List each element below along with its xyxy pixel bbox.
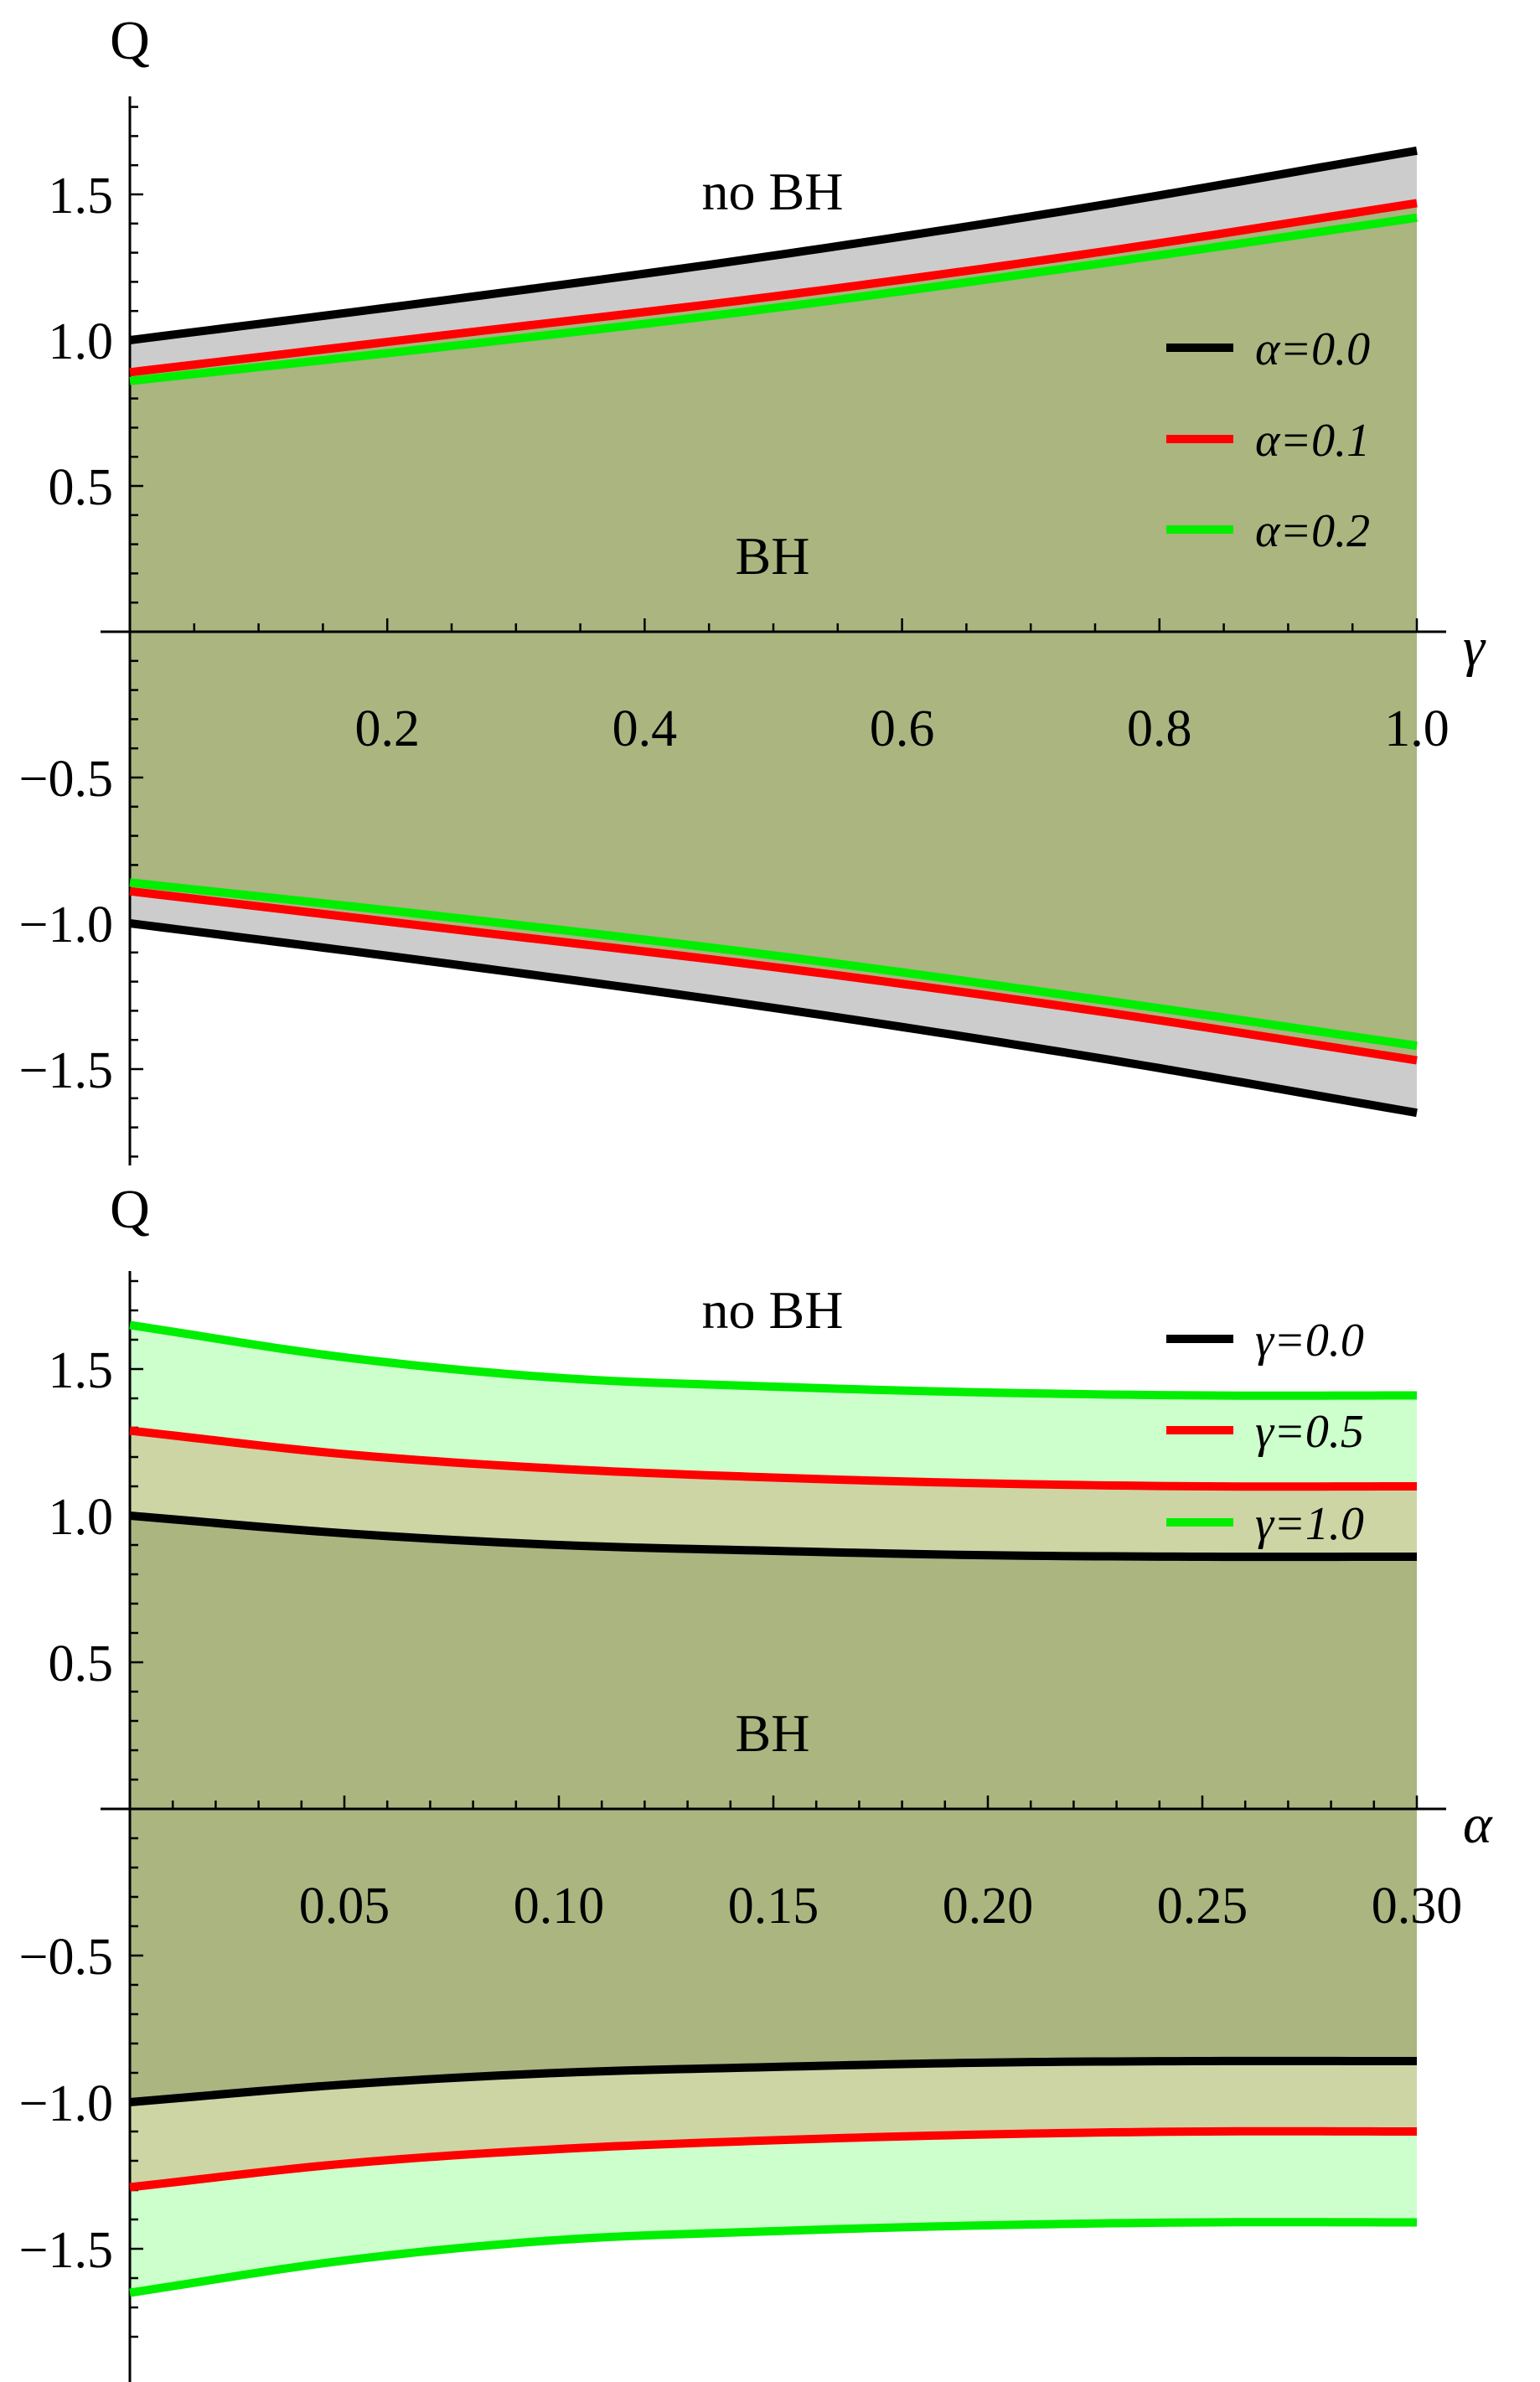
x-tick-label: 0.30 — [1372, 1878, 1463, 1935]
series-line-1-lower — [129, 919, 1418, 1118]
y-axis-label: Q — [110, 1179, 150, 1240]
y-tick-label: 1.5 — [49, 1342, 114, 1399]
x-tick-label: 0.2 — [354, 700, 420, 757]
annotation-no-bh: no BH — [702, 162, 844, 221]
legend-label: γ=0.5 — [1255, 1406, 1364, 1458]
series-line-1-upper — [129, 146, 1418, 344]
annotation-bh: BH — [736, 1703, 810, 1763]
y-tick-label: −0.5 — [19, 751, 113, 808]
series-line-2-lower — [129, 2126, 1418, 2192]
series-line-2-lower — [129, 886, 1418, 1065]
series-line-3-upper — [129, 213, 1418, 385]
series-line-2-upper — [129, 1426, 1418, 1491]
series-line-3-upper — [129, 1320, 1418, 1400]
y-tick-label: −1.0 — [19, 2075, 113, 2132]
x-tick-label: 0.4 — [612, 700, 678, 757]
legend-label: γ=0.0 — [1255, 1315, 1364, 1367]
x-tick-label: 0.20 — [943, 1878, 1034, 1935]
series-line-1-lower — [129, 2056, 1417, 2106]
y-tick-label: 0.5 — [49, 459, 114, 516]
y-tick-label: 1.0 — [49, 1489, 114, 1546]
x-tick-label: 0.6 — [870, 700, 935, 757]
annotation-no-bh: no BH — [702, 1280, 844, 1340]
y-tick-label: −1.5 — [19, 1042, 113, 1099]
y-tick-label: −1.5 — [19, 2222, 113, 2279]
x-tick-label: 0.15 — [728, 1878, 819, 1935]
x-axis-label: γ — [1463, 617, 1486, 678]
x-tick-label: 1.0 — [1384, 700, 1450, 757]
series-line-1-upper — [129, 1511, 1417, 1562]
x-tick-label: 0.8 — [1127, 700, 1192, 757]
legend-label: α=0.2 — [1255, 505, 1370, 557]
legend-label: γ=1.0 — [1255, 1498, 1364, 1550]
x-tick-label: 0.05 — [299, 1878, 390, 1935]
legend-label: α=0.1 — [1255, 415, 1370, 467]
annotation-bh: BH — [736, 526, 810, 586]
y-tick-label: 0.5 — [49, 1635, 114, 1692]
series-line-3-lower — [129, 2218, 1418, 2297]
y-tick-label: 1.5 — [49, 168, 114, 225]
legend-label: α=0.0 — [1255, 323, 1370, 375]
y-axis-label: Q — [110, 10, 150, 71]
x-tick-label: 0.10 — [514, 1878, 605, 1935]
chart-panel-1: 0.2 0.4 0.6 0.8 1.0 1.5 1.0 0.5 −0.5 −1.0 −1.5 Qγ α=… — [19, 10, 1486, 1165]
chart-panel-2: 0.05 0.10 0.15 0.20 0.25 0.30 1.5 1.0 0.5 −0.5 −1.… — [19, 1179, 1493, 2382]
y-tick-label: −0.5 — [19, 1929, 113, 1986]
y-tick-label: 1.0 — [49, 313, 114, 370]
x-tick-label: 0.25 — [1157, 1878, 1248, 1935]
x-axis-label: α — [1463, 1794, 1493, 1855]
y-tick-label: −1.0 — [19, 896, 113, 953]
series-line-3-lower — [129, 878, 1418, 1051]
series-line-2-upper — [129, 199, 1418, 377]
